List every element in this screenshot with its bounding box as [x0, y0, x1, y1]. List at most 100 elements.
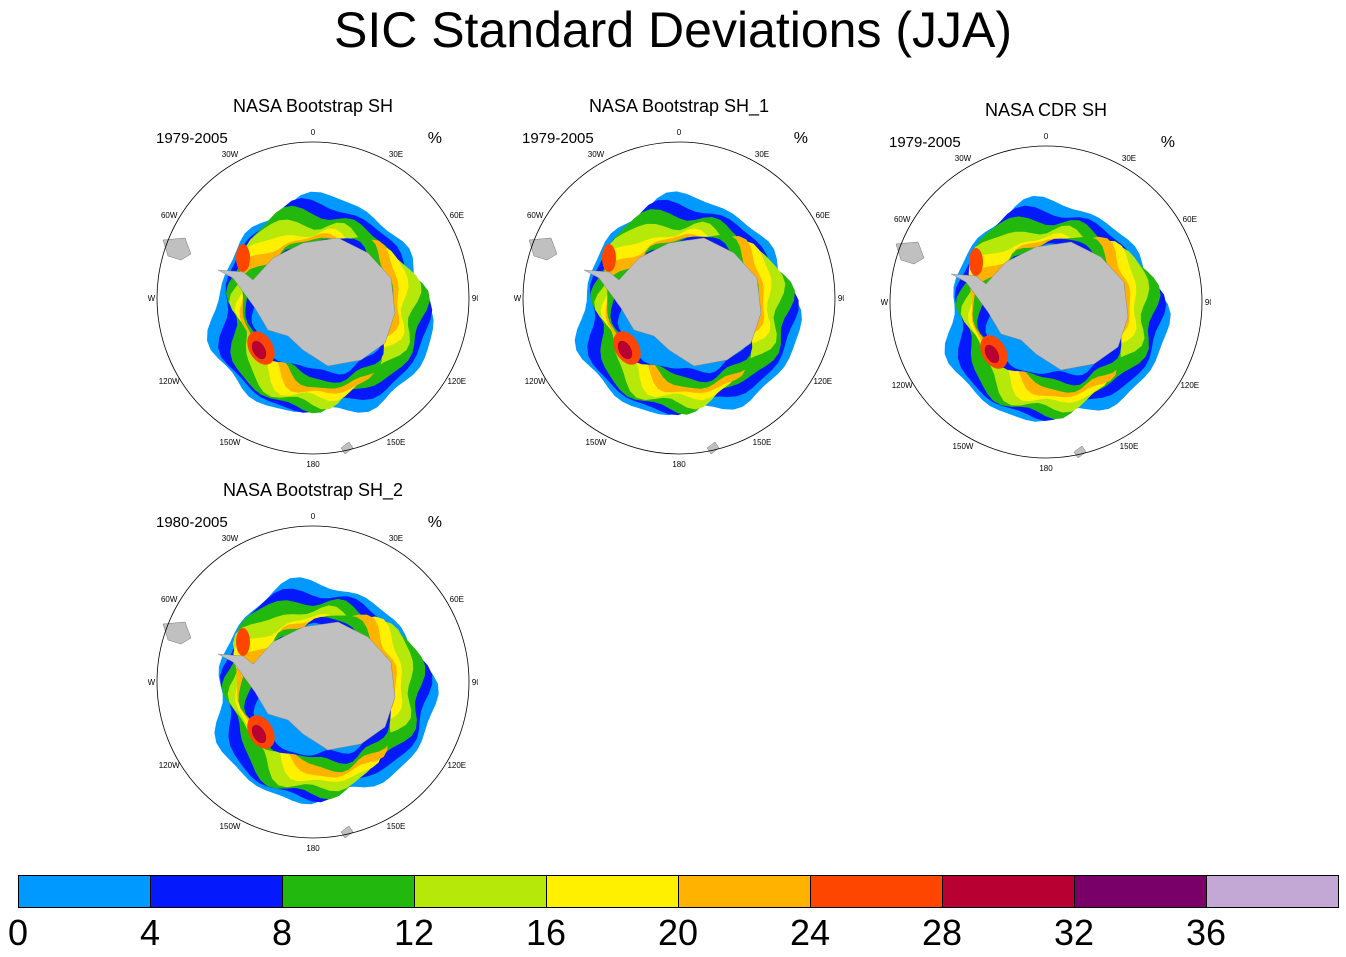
colorbar-tick-label: 32 — [1053, 912, 1095, 953]
map-boundary — [156, 525, 470, 839]
map-boundary — [889, 145, 1203, 459]
panel-title: NASA Bootstrap SH — [232, 96, 394, 116]
map-panel: NASA Bootstrap SH_1 1979-2005% 0 30E 60E 90E 1… — [514, 96, 844, 476]
longitude-label: 30E — [389, 150, 403, 159]
longitude-label: 30W — [588, 150, 605, 159]
longitude-label: 90W — [514, 294, 522, 303]
colorbar-tick-label: 28 — [921, 912, 963, 953]
new-zealand-land — [706, 441, 720, 455]
high-variance-patch — [969, 248, 983, 276]
longitude-label: 120E — [447, 377, 466, 386]
figure-title: SIC Standard Deviations (JJA) — [333, 2, 1013, 58]
panel-units: % — [793, 130, 808, 147]
longitude-label: 90W — [881, 298, 889, 307]
panel-period: 1980-2005 — [156, 514, 228, 531]
longitude-label: 90E — [472, 294, 478, 303]
antarctica-landmass — [583, 237, 762, 367]
longitude-label: 0 — [677, 128, 682, 137]
longitude-label: 180 — [672, 460, 686, 469]
colorbar-tick-label: 16 — [525, 912, 567, 953]
longitude-label: 60E — [816, 211, 830, 220]
south-america-land — [162, 237, 192, 261]
colorbar-swatch — [1206, 875, 1339, 908]
colorbar-swatch — [678, 875, 811, 908]
longitude-label: 90E — [838, 294, 844, 303]
longitude-label: 120W — [159, 377, 180, 386]
south-america-land — [895, 241, 925, 265]
colorbar-swatch — [414, 875, 547, 908]
antarctica-landmass — [217, 621, 396, 751]
colorbar-swatch — [942, 875, 1075, 908]
longitude-label: 90E — [472, 678, 478, 687]
colorbar-tick-label: 12 — [393, 912, 435, 953]
longitude-label: 150E — [387, 438, 406, 447]
longitude-label: 150E — [387, 822, 406, 831]
polar-map: 0 30E 60E 90E 120E 150E 180 150W 120W 90W 60W 30W — [514, 128, 844, 469]
longitude-label: 90E — [1205, 298, 1211, 307]
panel-units: % — [427, 130, 442, 147]
panel-period: 1979-2005 — [156, 130, 228, 147]
high-variance-patch — [602, 244, 616, 272]
new-zealand-land — [340, 441, 354, 455]
antarctica-landmass — [950, 241, 1129, 371]
longitude-label: 30W — [222, 150, 239, 159]
south-america-land — [162, 621, 192, 645]
longitude-label: 60W — [527, 211, 544, 220]
longitude-label: 120E — [813, 377, 832, 386]
panel-period: 1979-2005 — [889, 134, 961, 151]
longitude-label: 150W — [953, 442, 974, 451]
longitude-label: 150E — [1120, 442, 1139, 451]
new-zealand-land — [1073, 445, 1087, 459]
colorbar-tick-label: 8 — [271, 912, 293, 953]
longitude-label: 60W — [161, 595, 178, 604]
longitude-label: 60W — [161, 211, 178, 220]
high-variance-core — [617, 340, 633, 360]
longitude-label: 30W — [955, 154, 972, 163]
high-variance-patch — [236, 628, 250, 656]
panel-units: % — [1160, 134, 1175, 151]
longitude-label: 150W — [586, 438, 607, 447]
longitude-label: 30W — [222, 534, 239, 543]
colorbar-tick-label: 0 — [7, 912, 29, 953]
colorbar-tick-label: 20 — [657, 912, 699, 953]
high-variance-core — [251, 724, 267, 744]
colorbar-swatch — [150, 875, 283, 908]
longitude-label: 60E — [450, 595, 464, 604]
longitude-label: 90W — [148, 294, 156, 303]
polar-map: 0 30E 60E 90E 120E 150E 180 150W 120W 90W 60W 30W — [881, 132, 1211, 473]
high-variance-core — [984, 344, 1000, 364]
colorbar-tick-label: 24 — [789, 912, 831, 953]
longitude-label: 120W — [159, 761, 180, 770]
longitude-label: 0 — [311, 128, 316, 137]
longitude-label: 180 — [306, 460, 320, 469]
longitude-label: 0 — [1044, 132, 1049, 141]
colorbar-swatch — [810, 875, 943, 908]
longitude-label: 150W — [220, 438, 241, 447]
panel-period: 1979-2005 — [522, 130, 594, 147]
colorbar-swatch — [282, 875, 415, 908]
longitude-label: 150E — [753, 438, 772, 447]
longitude-label: 60E — [450, 211, 464, 220]
colorbar-swatch — [546, 875, 679, 908]
longitude-label: 30E — [389, 534, 403, 543]
high-variance-core — [251, 340, 267, 360]
polar-map: 0 30E 60E 90E 120E 150E 180 150W 120W 90W 60W 30W — [148, 512, 478, 853]
colorbar-swatch — [18, 875, 151, 908]
map-boundary — [522, 141, 836, 455]
map-panel: NASA Bootstrap SH_2 1980-2005% 0 30E 60E 90E 1… — [148, 480, 478, 860]
colorbar — [18, 875, 1339, 910]
high-variance-patch — [236, 244, 250, 272]
panel-title: NASA Bootstrap SH_2 — [222, 480, 404, 500]
longitude-label: 150W — [220, 822, 241, 831]
longitude-label: 180 — [306, 844, 320, 853]
longitude-label: 60E — [1183, 215, 1197, 224]
map-boundary — [156, 141, 470, 455]
longitude-label: 0 — [311, 512, 316, 521]
antarctica-landmass — [217, 237, 396, 367]
longitude-label: 120W — [525, 377, 546, 386]
panel-title: NASA CDR SH — [984, 100, 1108, 120]
longitude-label: 120W — [892, 381, 913, 390]
new-zealand-land — [340, 825, 354, 839]
colorbar-swatch — [1074, 875, 1207, 908]
